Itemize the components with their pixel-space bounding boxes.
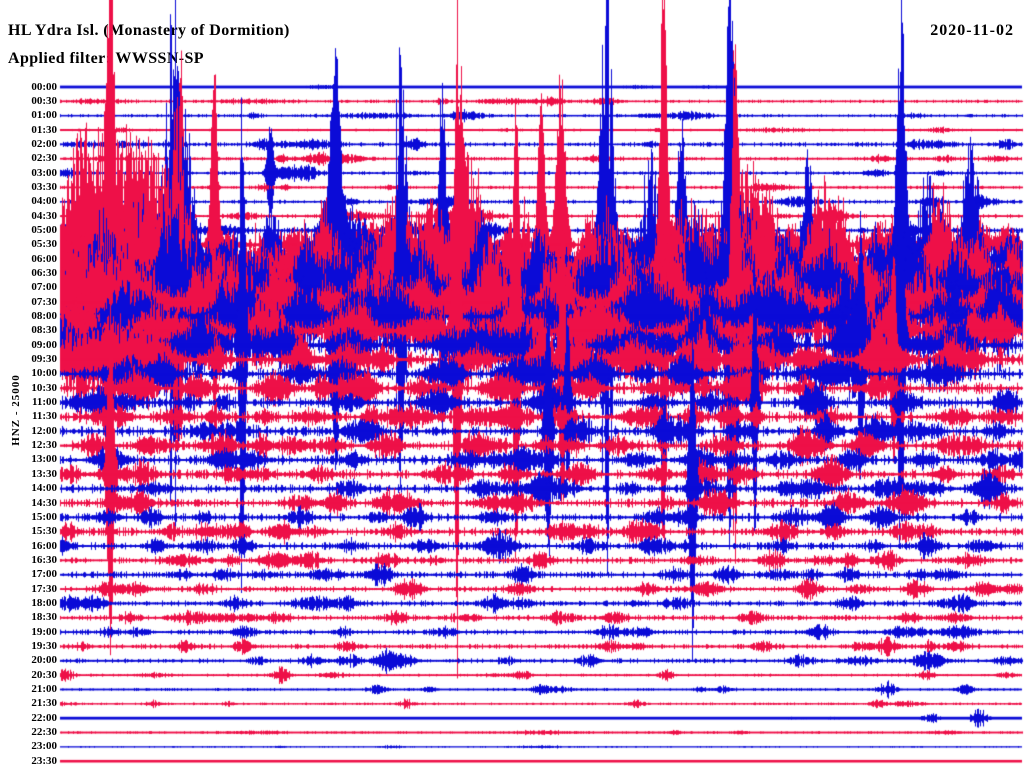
time-label: 20:30 [31,668,57,681]
time-label: 05:30 [31,238,57,251]
time-label: 14:00 [31,482,57,495]
time-label: 13:00 [31,453,57,466]
time-label: 18:00 [31,596,57,609]
time-label: 07:30 [31,295,57,308]
time-label: 12:00 [31,424,57,437]
time-label: 03:30 [31,180,57,193]
time-label: 11:00 [31,396,57,409]
time-label: 01:00 [31,109,57,122]
time-label: 19:30 [31,639,57,652]
time-label: 13:30 [31,467,57,480]
time-label: 16:30 [31,553,57,566]
time-label: 06:30 [31,266,57,279]
time-label: 07:00 [31,281,57,294]
time-label: 17:30 [31,582,57,595]
time-label: 05:00 [31,223,57,236]
time-label: 09:00 [31,338,57,351]
time-label: 22:00 [31,711,57,724]
time-label: 10:30 [31,381,57,394]
time-label: 17:00 [31,568,57,581]
time-label: 03:00 [31,166,57,179]
time-label: 15:00 [31,510,57,523]
time-label: 21:30 [31,697,57,710]
time-label: 20:00 [31,654,57,667]
time-label: 18:30 [31,611,57,624]
time-label: 00:30 [31,94,57,107]
time-label: 01:30 [31,123,57,136]
time-label: 16:00 [31,539,57,552]
time-label: 23:30 [31,754,57,767]
time-label: 15:30 [31,525,57,538]
time-label: 19:00 [31,625,57,638]
time-label: 10:00 [31,367,57,380]
time-label: 22:30 [31,726,57,739]
time-label: 00:00 [31,80,57,93]
time-label: 04:00 [31,195,57,208]
time-label: 12:30 [31,439,57,452]
time-label: 14:30 [31,496,57,509]
time-label: 08:00 [31,310,57,323]
time-label: 02:30 [31,152,57,165]
time-label: 04:30 [31,209,57,222]
time-label: 06:00 [31,252,57,265]
time-label: 23:00 [31,740,57,753]
time-labels: 00:00 00:30 01:00 01:30 02:00 02:30 03:00 03:30… [0,0,57,780]
time-label: 11:30 [31,410,57,423]
time-label: 09:30 [31,353,57,366]
time-label: 08:30 [31,324,57,337]
time-label: 21:00 [31,682,57,695]
time-label: 02:00 [31,137,57,150]
